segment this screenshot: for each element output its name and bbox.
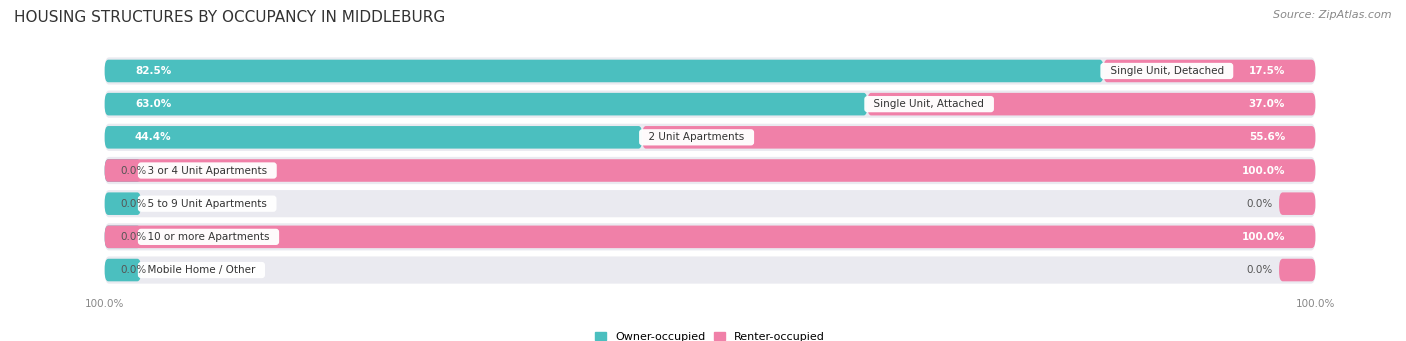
FancyBboxPatch shape [1279, 259, 1316, 281]
FancyBboxPatch shape [104, 192, 141, 215]
Text: Mobile Home / Other: Mobile Home / Other [141, 265, 262, 275]
Text: 100.0%: 100.0% [1241, 232, 1285, 242]
FancyBboxPatch shape [104, 60, 1104, 82]
Text: 44.4%: 44.4% [135, 132, 172, 142]
FancyBboxPatch shape [104, 126, 643, 149]
FancyBboxPatch shape [104, 157, 1316, 184]
Text: 0.0%: 0.0% [121, 165, 148, 176]
FancyBboxPatch shape [104, 57, 1316, 85]
Text: 0.0%: 0.0% [1247, 199, 1272, 209]
FancyBboxPatch shape [104, 91, 1316, 118]
Text: 37.0%: 37.0% [1249, 99, 1285, 109]
FancyBboxPatch shape [104, 226, 141, 248]
FancyBboxPatch shape [1104, 60, 1316, 82]
FancyBboxPatch shape [104, 159, 141, 182]
FancyBboxPatch shape [868, 93, 1316, 115]
Text: 3 or 4 Unit Apartments: 3 or 4 Unit Apartments [141, 165, 274, 176]
Text: 0.0%: 0.0% [121, 199, 148, 209]
Text: 10 or more Apartments: 10 or more Apartments [141, 232, 276, 242]
FancyBboxPatch shape [104, 256, 1316, 284]
Text: Single Unit, Detached: Single Unit, Detached [1104, 66, 1230, 76]
Text: 17.5%: 17.5% [1249, 66, 1285, 76]
FancyBboxPatch shape [104, 223, 1316, 250]
FancyBboxPatch shape [104, 159, 1316, 182]
Text: 55.6%: 55.6% [1249, 132, 1285, 142]
FancyBboxPatch shape [104, 226, 1316, 248]
FancyBboxPatch shape [104, 124, 1316, 151]
Text: 0.0%: 0.0% [121, 232, 148, 242]
FancyBboxPatch shape [104, 93, 868, 115]
Text: 100.0%: 100.0% [1241, 165, 1285, 176]
Text: 2 Unit Apartments: 2 Unit Apartments [643, 132, 751, 142]
Text: Source: ZipAtlas.com: Source: ZipAtlas.com [1274, 10, 1392, 20]
Text: HOUSING STRUCTURES BY OCCUPANCY IN MIDDLEBURG: HOUSING STRUCTURES BY OCCUPANCY IN MIDDL… [14, 10, 446, 25]
FancyBboxPatch shape [643, 126, 1316, 149]
Legend: Owner-occupied, Renter-occupied: Owner-occupied, Renter-occupied [595, 332, 825, 341]
FancyBboxPatch shape [1279, 192, 1316, 215]
Text: 63.0%: 63.0% [135, 99, 172, 109]
FancyBboxPatch shape [104, 259, 141, 281]
Text: Single Unit, Attached: Single Unit, Attached [868, 99, 991, 109]
Text: 0.0%: 0.0% [1247, 265, 1272, 275]
Text: 0.0%: 0.0% [121, 265, 148, 275]
Text: 5 to 9 Unit Apartments: 5 to 9 Unit Apartments [141, 199, 273, 209]
Text: 82.5%: 82.5% [135, 66, 172, 76]
FancyBboxPatch shape [104, 190, 1316, 217]
